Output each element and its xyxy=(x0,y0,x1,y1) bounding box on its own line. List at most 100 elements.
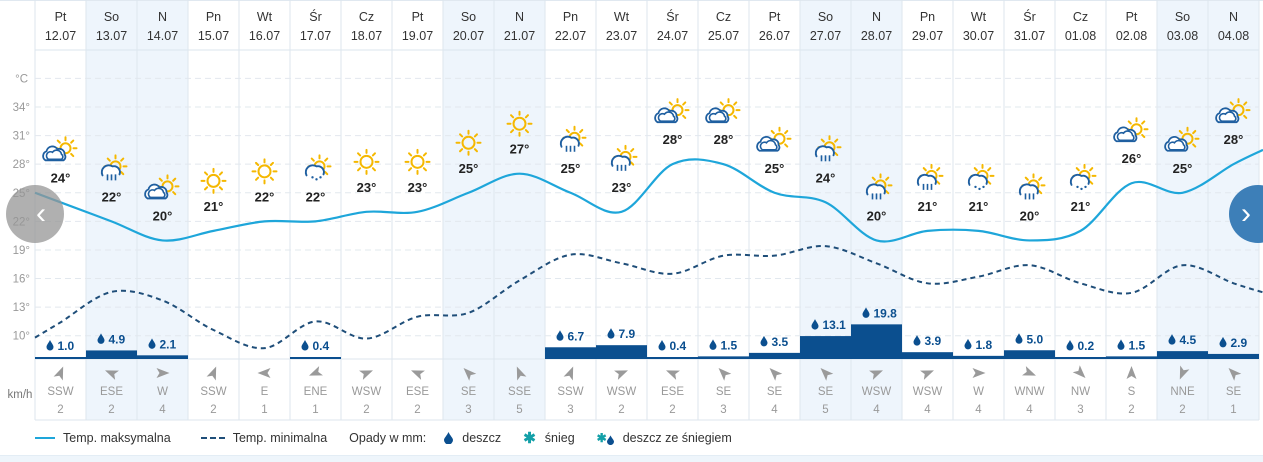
max-temp-label: 25° xyxy=(765,161,785,176)
sun-ray xyxy=(269,161,274,166)
max-temp-label: 23° xyxy=(612,180,632,195)
wind-arrow-icon xyxy=(718,368,732,381)
sun-ray xyxy=(408,152,413,157)
precip-value: 1.5 xyxy=(1129,338,1146,352)
wind-arrow-shape xyxy=(666,370,680,380)
weekend-column xyxy=(86,0,137,420)
max-temp-label: 21° xyxy=(204,199,224,214)
rain-drop xyxy=(1084,185,1087,189)
weather-icon-showers-sun xyxy=(304,154,332,181)
sun-ray xyxy=(1192,129,1197,135)
max-temp-label: 21° xyxy=(969,199,989,214)
weather-icon-partly-cloudy xyxy=(654,98,690,124)
sun-ray xyxy=(579,142,584,147)
wind-speed: 3 xyxy=(567,404,573,416)
wind-direction: WSW xyxy=(913,386,943,398)
day-date: 20.07 xyxy=(453,29,484,43)
precip-label: 1.8 xyxy=(964,338,993,352)
precip-value: 4.5 xyxy=(1180,333,1197,347)
rain-drop xyxy=(311,176,314,179)
wind-speed: 2 xyxy=(57,404,63,416)
max-temp-label: 20° xyxy=(153,208,173,223)
day-of-week: Cz xyxy=(359,10,374,24)
rain-drop-icon xyxy=(811,319,819,330)
wind-arrow-icon xyxy=(1179,365,1190,380)
max-temp-label: 21° xyxy=(918,199,938,214)
sun-ray xyxy=(524,129,529,134)
sun-ray xyxy=(1075,167,1080,172)
day-date: 03.08 xyxy=(1167,29,1198,43)
sun-ray xyxy=(885,190,890,195)
sun-ray xyxy=(422,167,427,172)
wind-speed: 1 xyxy=(1230,404,1236,416)
day-of-week: Pt xyxy=(55,10,67,24)
wind-direction: WSW xyxy=(862,386,892,398)
cloud-shape xyxy=(657,111,676,122)
sun-ray xyxy=(1024,176,1029,181)
day-date: 30.07 xyxy=(963,29,994,43)
cloud-shape xyxy=(1069,173,1090,186)
wind-arrow-shape xyxy=(718,368,732,381)
solid-line-icon xyxy=(35,437,55,439)
wind-speed: 4 xyxy=(975,404,982,416)
sun-ray xyxy=(473,148,478,153)
sun-ray xyxy=(172,191,177,196)
day-of-week: So xyxy=(818,10,833,24)
wind-speed: 1 xyxy=(312,404,318,416)
wind-direction: SE xyxy=(818,386,834,398)
precip-bar xyxy=(749,352,800,359)
sun-ray xyxy=(834,151,839,157)
wind-speed: 1 xyxy=(261,404,267,416)
day-of-week: Pt xyxy=(769,10,781,24)
wind-arrow-icon xyxy=(411,370,425,380)
wind-speed: 2 xyxy=(210,404,216,416)
sun-ray xyxy=(1141,120,1146,125)
sun-ray xyxy=(1127,120,1132,125)
wind-direction: SE xyxy=(1226,386,1242,398)
wind-arrow-icon xyxy=(359,370,373,380)
wind-arrow-icon xyxy=(972,368,986,378)
cloud-shape xyxy=(559,135,580,148)
wind-arrow-shape xyxy=(869,370,883,380)
max-temp-line xyxy=(34,148,1263,243)
precip-label: 1.5 xyxy=(1117,338,1146,352)
sun-ray xyxy=(459,148,464,153)
sun-ray xyxy=(1178,129,1183,135)
wind-direction: ENE xyxy=(304,386,328,398)
sun-ray xyxy=(668,101,673,106)
weather-icon-rain-sun xyxy=(916,163,944,190)
sun-ray xyxy=(524,114,529,119)
next-button[interactable]: › xyxy=(1229,185,1263,243)
wind-direction: ESE xyxy=(100,386,123,398)
precip-value: 1.8 xyxy=(976,338,993,352)
legend: Temp. maksymalna Temp. minimalna Opady w… xyxy=(35,429,754,447)
day-date: 26.07 xyxy=(759,29,790,43)
precip-label: 2.1 xyxy=(148,337,177,351)
sun-ray xyxy=(1038,176,1043,181)
sun-ray xyxy=(1243,114,1248,119)
snow-icon: ✱ xyxy=(523,430,536,447)
precip-bar xyxy=(953,355,1004,359)
precip-value: 2.9 xyxy=(1231,336,1248,350)
sun-ray xyxy=(371,167,376,172)
weather-icon-partly-cloudy xyxy=(42,136,78,162)
legend-snow-label: śnieg xyxy=(544,431,575,445)
wind-arrow-icon xyxy=(563,366,574,381)
wind-direction: SSW xyxy=(200,386,226,398)
prev-button[interactable]: ‹ xyxy=(6,185,64,243)
legend-precip-title: Opady w mm: xyxy=(349,431,427,445)
precip-value: 1.0 xyxy=(58,339,75,353)
sun-ray xyxy=(1089,167,1094,172)
wind-direction: NNE xyxy=(1170,386,1195,398)
day-date: 24.07 xyxy=(657,29,688,43)
rain-drop-icon xyxy=(1066,340,1074,351)
sun-ray xyxy=(510,114,515,119)
wind-arrow-shape xyxy=(257,368,271,378)
day-date: 27.07 xyxy=(810,29,841,43)
weekend-column xyxy=(1157,0,1208,420)
wind-unit-label: km/h xyxy=(8,389,33,401)
weather-icon-rain-sun xyxy=(100,154,128,181)
wind-arrow-icon xyxy=(257,368,271,378)
sun-ray xyxy=(473,133,478,138)
wind-arrow-icon xyxy=(614,370,628,380)
